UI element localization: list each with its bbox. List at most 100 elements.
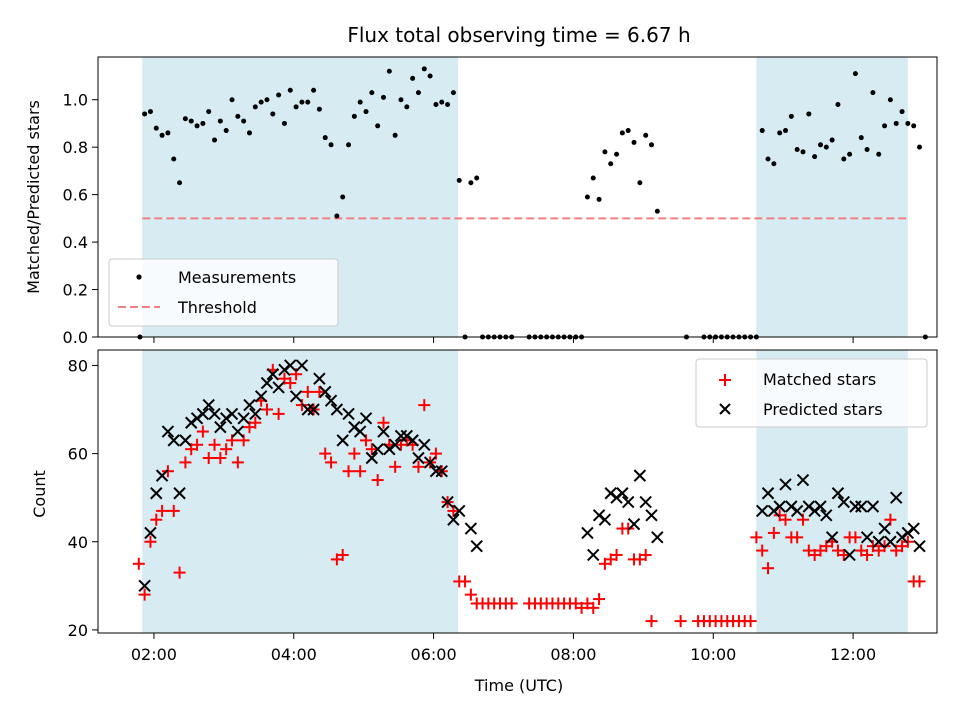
predicted-star-point <box>435 465 448 478</box>
matched-star-point <box>354 465 367 478</box>
predicted-star-stroke-b <box>825 531 839 544</box>
predicted-star-stroke-b <box>464 522 478 535</box>
predicted-star-point <box>324 394 338 407</box>
predicted-star-stroke-b <box>435 465 448 478</box>
measurement-point <box>596 196 602 202</box>
predicted-star-stroke-b <box>394 429 408 443</box>
predicted-star-stroke-b <box>260 376 274 390</box>
predicted-star-point <box>219 412 233 425</box>
predicted-star-point <box>266 368 279 381</box>
predicted-star-point <box>365 451 379 465</box>
bottom-legend: Matched stars Predicted stars <box>695 358 928 428</box>
predicted-star-stroke-b <box>214 420 227 434</box>
predicted-star-stroke-b <box>371 442 384 456</box>
matched-star-point <box>348 447 361 460</box>
measurement-point <box>328 142 334 148</box>
predicted-star-stroke-b <box>598 513 612 526</box>
predicted-star-point <box>587 548 600 562</box>
measurement-point <box>777 130 783 136</box>
matched-star-point <box>365 443 378 456</box>
bottom-y-tick-label: 80 <box>68 356 88 375</box>
predicted-star-stroke-b <box>470 539 483 553</box>
predicted-star-stroke-b <box>359 412 373 425</box>
measurement-point <box>602 149 608 155</box>
matched-star-point <box>878 540 891 553</box>
measurement-point <box>917 144 923 150</box>
predicted-star-point <box>388 438 402 451</box>
measurement-point <box>363 109 369 115</box>
matched-star-point <box>593 593 606 606</box>
measurement-point <box>346 142 352 148</box>
matched-star-point <box>325 456 338 469</box>
legend-threshold-label: Threshold <box>177 298 257 317</box>
matched-star-point <box>144 535 157 548</box>
predicted-star-stroke-b <box>423 456 437 469</box>
measurement-point <box>258 99 264 105</box>
measurement-point <box>637 180 643 186</box>
matched-star-point <box>610 548 623 561</box>
predicted-star-point <box>464 522 478 535</box>
predicted-star-point <box>592 509 606 522</box>
measurement-point <box>177 180 183 186</box>
predicted-star-stroke-b <box>377 425 390 438</box>
matched-star-point <box>231 456 244 469</box>
predicted-star-stroke-b <box>348 420 361 434</box>
predicted-star-point <box>913 539 926 553</box>
measurement-point <box>165 130 171 136</box>
predicted-star-stroke-b <box>604 487 617 500</box>
measurement-point <box>450 90 456 96</box>
predicted-star-point <box>348 420 361 434</box>
measurement-point <box>852 71 858 77</box>
legend-predicted-label: Predicted stars <box>763 400 883 419</box>
measurement-point <box>340 194 346 200</box>
predicted-star-point <box>260 376 274 390</box>
predicted-star-stroke-b <box>843 548 856 562</box>
predicted-star-point <box>598 513 612 526</box>
predicted-star-point <box>901 526 915 540</box>
predicted-star-stroke-b <box>453 504 466 518</box>
matched-star-point <box>389 460 402 473</box>
measurement-point <box>654 208 660 214</box>
predicted-star-point <box>313 372 326 385</box>
measurement-point <box>142 111 148 117</box>
predicted-star-stroke-b <box>144 526 157 540</box>
predicted-star-stroke-b <box>179 434 192 447</box>
measurement-point <box>474 175 480 181</box>
matched-star-point <box>179 456 192 469</box>
predicted-star-point <box>604 487 617 500</box>
predicted-star-stroke-b <box>820 509 833 522</box>
matched-star-point <box>837 548 850 561</box>
predicted-star-point <box>447 513 460 526</box>
measurement-point <box>643 132 649 138</box>
matched-star-point <box>639 548 652 561</box>
matched-star-point <box>156 504 169 517</box>
predicted-star-stroke-b <box>633 469 647 482</box>
predicted-star-point <box>377 425 390 438</box>
predicted-star-point <box>872 535 885 548</box>
measurement-point <box>625 128 631 134</box>
legend-measurements-marker <box>136 274 142 280</box>
top-y-tick-label: 1.0 <box>63 91 88 110</box>
matched-star-point <box>744 615 757 628</box>
predicted-star-stroke-b <box>651 531 664 544</box>
measurement-point <box>783 128 789 134</box>
measurement-point <box>806 111 812 117</box>
matched-star-point <box>371 474 384 487</box>
measurement-point <box>147 109 153 115</box>
measurement-point <box>235 113 241 119</box>
top-legend-box <box>108 258 339 327</box>
bottom-y-tick-label: 40 <box>68 533 88 552</box>
predicted-star-point <box>895 531 909 544</box>
bottom-y-tick-label: 60 <box>68 445 88 464</box>
legend-matched-marker <box>719 374 731 386</box>
measurement-point <box>771 161 777 167</box>
predicted-star-point <box>289 390 303 403</box>
bottom-x-ticks: 02:00 04:00 06:00 08:00 10:00 12:00 <box>131 633 876 664</box>
predicted-star-point <box>161 425 175 438</box>
predicted-star-point <box>400 429 414 443</box>
predicted-star-stroke-b <box>400 429 414 443</box>
predicted-star-point <box>790 504 804 518</box>
predicted-star-point <box>645 509 658 522</box>
predicted-star-point <box>231 425 245 438</box>
predicted-star-stroke-b <box>627 517 641 531</box>
